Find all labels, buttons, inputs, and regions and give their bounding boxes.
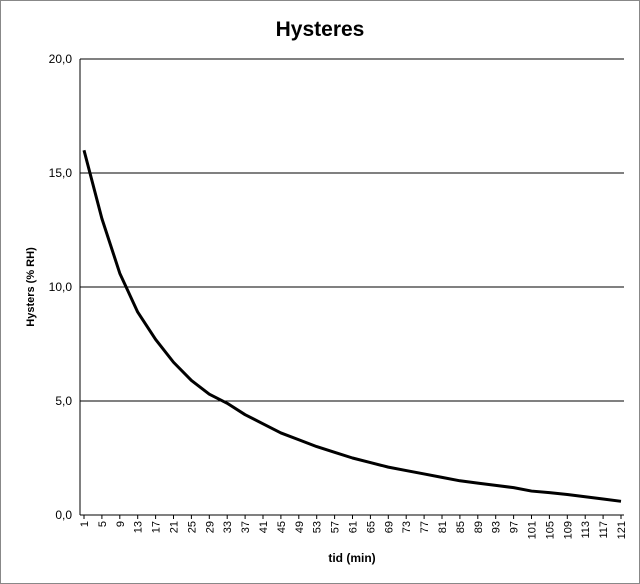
x-tick-label: 17 [151, 521, 163, 533]
x-tick-label: 9 [115, 521, 127, 527]
x-tick-label: 97 [509, 521, 521, 533]
x-tick-label: 5 [97, 521, 109, 527]
x-tick-label: 89 [473, 521, 485, 533]
x-tick-label: 61 [348, 521, 360, 533]
x-tick-label: 121 [616, 521, 628, 539]
y-axis-label: Hysters (% RH) [25, 247, 37, 327]
x-tick-label: 101 [527, 521, 539, 539]
x-tick-label: 113 [580, 521, 592, 539]
x-tick-label: 37 [240, 521, 252, 533]
x-tick-label: 105 [544, 521, 556, 539]
x-tick-label: 29 [204, 521, 216, 533]
y-tick-label: 15,0 [49, 166, 73, 180]
x-tick-label: 25 [186, 521, 198, 533]
x-tick-label: 1 [79, 521, 91, 527]
y-tick-label: 5,0 [55, 394, 72, 408]
x-tick-label: 69 [383, 521, 395, 533]
x-tick-label: 49 [294, 521, 306, 533]
data-line [82, 149, 622, 503]
x-tick-label: 41 [258, 521, 270, 533]
y-tick-label: 20,0 [49, 52, 73, 66]
x-tick-label: 53 [312, 521, 324, 533]
x-tick-label: 45 [276, 521, 288, 533]
x-tick-label: 85 [455, 521, 467, 533]
x-tick-label: 117 [598, 521, 610, 539]
y-tick-label: 0,0 [55, 508, 72, 522]
x-tick-label: 57 [330, 521, 342, 533]
x-axis-label: tid (min) [328, 551, 375, 565]
x-tick-label: 13 [133, 521, 145, 533]
x-tick-label: 65 [365, 521, 377, 533]
x-tick-label: 93 [491, 521, 503, 533]
x-tick-label: 77 [419, 521, 431, 533]
chart-title: Hysteres [276, 18, 365, 41]
x-tick-label: 109 [562, 521, 574, 539]
x-tick-label: 33 [222, 521, 234, 533]
x-tick-label: 73 [401, 521, 413, 533]
x-tick-label: 81 [437, 521, 449, 533]
x-tick-label: 21 [169, 521, 181, 533]
y-tick-label: 10,0 [49, 280, 73, 294]
